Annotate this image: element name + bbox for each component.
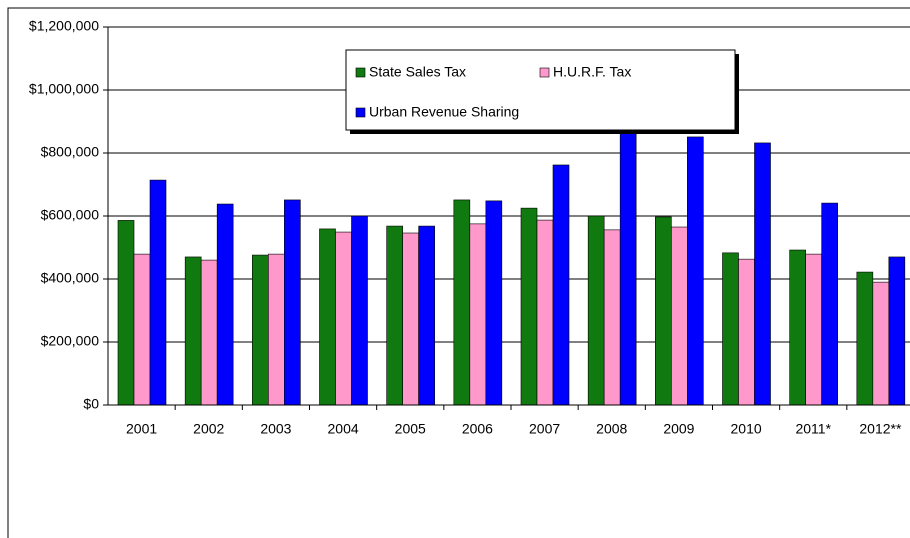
- x-tick-label: 2006: [462, 421, 493, 437]
- legend-swatch: [355, 107, 366, 118]
- y-tick-label: $1,200,000: [29, 18, 99, 34]
- bar: [469, 223, 487, 406]
- x-tick-label: 2004: [328, 421, 359, 437]
- bar: [418, 225, 435, 406]
- legend-swatch: [539, 67, 550, 78]
- bar: [872, 281, 890, 406]
- bar: [619, 129, 637, 406]
- bar: [856, 271, 874, 406]
- bar: [805, 253, 822, 406]
- y-tick-label: $200,000: [41, 333, 100, 349]
- y-tick-label: $800,000: [41, 144, 100, 160]
- bar: [453, 199, 471, 406]
- bar: [351, 215, 368, 406]
- y-tick-label: $1,000,000: [29, 81, 99, 97]
- bar: [587, 215, 605, 406]
- bar: [687, 136, 704, 406]
- bar: [754, 142, 771, 406]
- x-tick-label: 2009: [663, 421, 694, 437]
- x-tick-label: 2007: [529, 421, 560, 437]
- bar: [200, 259, 218, 406]
- bar: [603, 229, 621, 406]
- legend-label: State Sales Tax: [369, 64, 466, 80]
- bar: [402, 232, 419, 406]
- x-tick-label: 2011*: [795, 421, 831, 437]
- bar: [133, 253, 151, 406]
- bar: [888, 256, 906, 406]
- bar: [335, 231, 352, 406]
- x-tick-label: 2012**: [859, 421, 902, 437]
- bar: [319, 228, 336, 406]
- bar: [268, 253, 285, 406]
- x-tick-label: 2005: [395, 421, 426, 437]
- legend-label: Urban Revenue Sharing: [369, 104, 519, 120]
- legend-label: H.U.R.F. Tax: [553, 64, 631, 80]
- y-tick-label: $600,000: [41, 207, 100, 223]
- bar: [821, 202, 838, 406]
- bar: [738, 258, 755, 406]
- y-tick-label: $400,000: [41, 270, 100, 286]
- bar: [536, 219, 554, 406]
- bar: [722, 252, 739, 406]
- bar: [485, 200, 503, 406]
- bar: [184, 256, 202, 406]
- bar: [655, 216, 672, 406]
- x-tick-label: 2002: [193, 421, 224, 437]
- bar: [149, 179, 167, 406]
- bar: [284, 199, 301, 406]
- bar: [520, 207, 538, 406]
- bar: [671, 226, 688, 406]
- legend-swatch: [355, 67, 366, 78]
- x-tick-label: 2003: [260, 421, 291, 437]
- bar: [117, 220, 135, 406]
- bar: [552, 164, 570, 406]
- legend: [345, 49, 736, 131]
- y-tick-label: $0: [83, 396, 99, 412]
- bar: [252, 254, 269, 406]
- bar: [789, 249, 806, 406]
- x-tick-label: 2001: [126, 421, 157, 437]
- x-tick-label: 2010: [731, 421, 762, 437]
- bar: [386, 225, 403, 406]
- x-tick-label: 2008: [596, 421, 627, 437]
- bar: [216, 203, 234, 406]
